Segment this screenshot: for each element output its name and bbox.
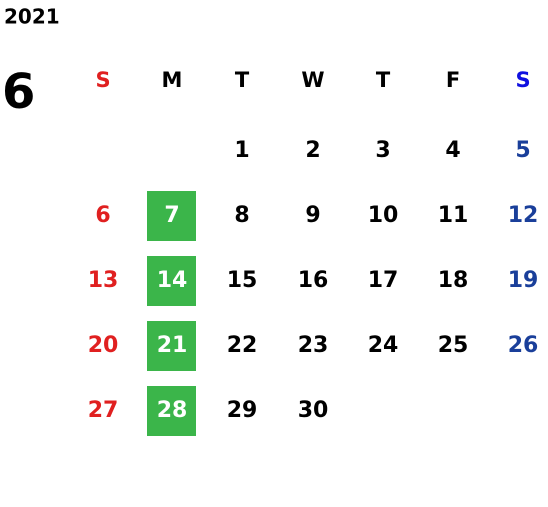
weekday-label: S bbox=[95, 68, 110, 92]
day-number: 30 bbox=[298, 398, 329, 423]
day-number: 26 bbox=[508, 333, 539, 358]
day-number: 4 bbox=[445, 138, 460, 163]
day-number: 15 bbox=[227, 268, 258, 293]
weekday-label: S bbox=[515, 68, 530, 92]
day-number: 27 bbox=[88, 398, 119, 423]
year: 2021 bbox=[4, 5, 60, 29]
weekday-label: W bbox=[301, 68, 324, 92]
day-number: 19 bbox=[508, 268, 539, 293]
day-number: 11 bbox=[438, 203, 469, 228]
highlight-box bbox=[147, 256, 196, 306]
day-number: 10 bbox=[368, 203, 399, 228]
day-number: 13 bbox=[88, 268, 119, 293]
day-number: 14 bbox=[157, 268, 188, 293]
day-number: 25 bbox=[438, 333, 469, 358]
weekday-label: F bbox=[446, 68, 460, 92]
day-number: 2 bbox=[305, 138, 320, 163]
day-number: 17 bbox=[368, 268, 399, 293]
day-number: 8 bbox=[234, 203, 249, 228]
day-number: 3 bbox=[375, 138, 390, 163]
day-number: 5 bbox=[515, 138, 530, 163]
day-number: 16 bbox=[298, 268, 329, 293]
day-number: 20 bbox=[88, 333, 119, 358]
highlight-box bbox=[147, 321, 196, 371]
weekday-label: T bbox=[235, 68, 250, 92]
day-number: 12 bbox=[508, 203, 539, 228]
weekday-label: T bbox=[376, 68, 391, 92]
day-number: 9 bbox=[305, 203, 320, 228]
day-number: 29 bbox=[227, 398, 258, 423]
day-number: 28 bbox=[157, 398, 188, 423]
day-number: 22 bbox=[227, 333, 258, 358]
weekday-label: M bbox=[162, 68, 183, 92]
highlight-box bbox=[147, 191, 196, 241]
month: 6 bbox=[2, 64, 35, 120]
day-number: 23 bbox=[298, 333, 329, 358]
day-number: 7 bbox=[164, 203, 179, 228]
day-number: 18 bbox=[438, 268, 469, 293]
day-number: 24 bbox=[368, 333, 399, 358]
day-number: 1 bbox=[234, 138, 249, 163]
highlight-box bbox=[147, 386, 196, 436]
day-number: 21 bbox=[157, 333, 188, 358]
day-number: 6 bbox=[95, 203, 110, 228]
